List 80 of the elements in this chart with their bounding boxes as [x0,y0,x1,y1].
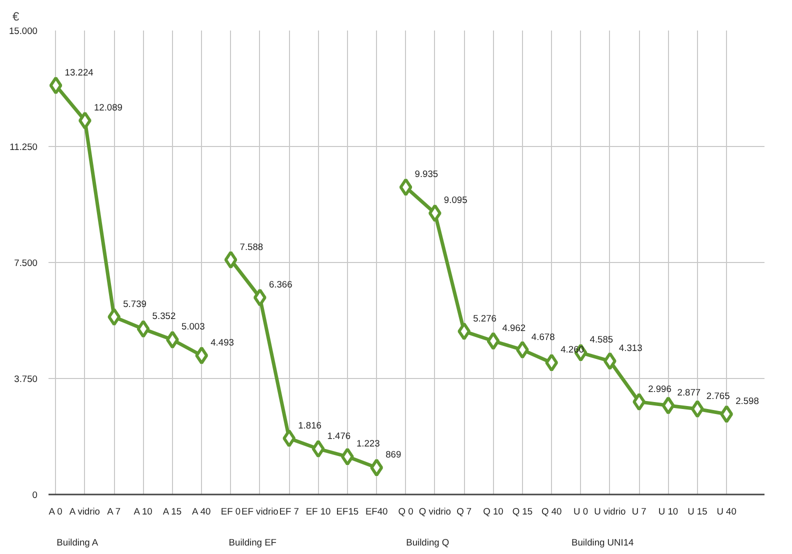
data-label: 5.276 [473,313,496,324]
data-label: 2.765 [706,390,730,401]
point [428,204,442,222]
text: Building EF [228,538,277,548]
point [49,76,62,94]
y-tick-label: 11.250 [10,142,38,152]
point [340,448,354,466]
point [690,400,704,418]
data-label: 869 [386,450,402,460]
text: Building Q [406,538,450,548]
x-tick-label: U 7 [632,506,646,516]
data-label: 4.493 [210,338,234,348]
x-tick-label: A 40 [192,506,211,516]
data-label: 1.476 [327,430,351,441]
point [720,405,734,424]
x-tick-label: Q 0 [398,506,414,516]
x-tick-label: U 10 [658,506,678,516]
data-label: 4.678 [531,332,555,342]
x-tick-label: Q 7 [456,506,472,516]
point [312,440,325,458]
data-label: 5.739 [123,298,146,309]
point [195,346,208,365]
data-label: 6.366 [268,280,292,290]
data-label: 12.089 [94,102,122,113]
point [253,288,266,307]
x-tick-label: A vidrio [69,506,100,516]
y-axis-title: € [12,10,20,24]
point [662,396,675,415]
y-tick-label: 3.750 [14,374,38,384]
point [516,340,529,359]
x-tick-label: EF15 [336,506,359,516]
text: Building UNI14 [572,538,634,548]
data-label: 4.313 [618,343,642,354]
x-tick-label: EF 10 [306,506,331,516]
point [632,392,646,411]
data-label: 4.585 [590,334,614,345]
data-label: 5.352 [152,310,176,321]
point [78,112,92,130]
point [370,458,384,477]
point [399,178,412,196]
x-tick-label: U 40 [716,506,736,516]
point [166,330,179,349]
data-label: 5.003 [181,322,205,332]
data-label: 2.877 [677,388,701,398]
y-tick-label: 7.500 [14,258,38,268]
point [486,332,500,350]
data-label: 9.095 [444,195,468,206]
x-tick-label: EF40 [365,506,388,516]
point [224,250,238,269]
x-tick-label: Q 10 [483,506,504,516]
x-tick-label: EF 0 [220,506,241,516]
x-tick-label: A 7 [107,506,121,516]
point [282,429,296,448]
data-label: 7.588 [240,242,264,252]
data-label: 1.223 [356,438,380,449]
y-tick-label: 15.000 [8,26,38,36]
x-tick-label: U 0 [574,506,588,516]
data-label: 2.996 [648,384,672,394]
point [545,354,558,372]
x-tick-label: A 15 [162,506,182,516]
point [603,352,616,370]
x-tick-label: EF 7 [279,506,299,516]
data-label: 1.816 [298,420,322,430]
x-tick-label: A 0 [48,506,62,516]
x-tick-label: U vidrio [594,506,626,516]
point [458,322,471,340]
data-label: 9.935 [414,169,438,180]
x-tick-label: A 10 [134,506,152,516]
data-label: 13.224 [64,67,94,78]
x-tick-label: U 15 [688,506,708,516]
x-tick-label: EF vidrio [242,506,278,516]
data-label: 4.962 [502,323,526,334]
point [136,320,150,338]
y-tick-label: 0 [32,490,38,500]
x-tick-label: Q 40 [541,506,562,516]
data-label: 2.598 [736,396,759,406]
x-tick-label: Q vidrio [418,506,452,516]
x-tick-label: Q 15 [512,506,533,516]
text: Building A [56,538,99,548]
point [108,308,121,326]
